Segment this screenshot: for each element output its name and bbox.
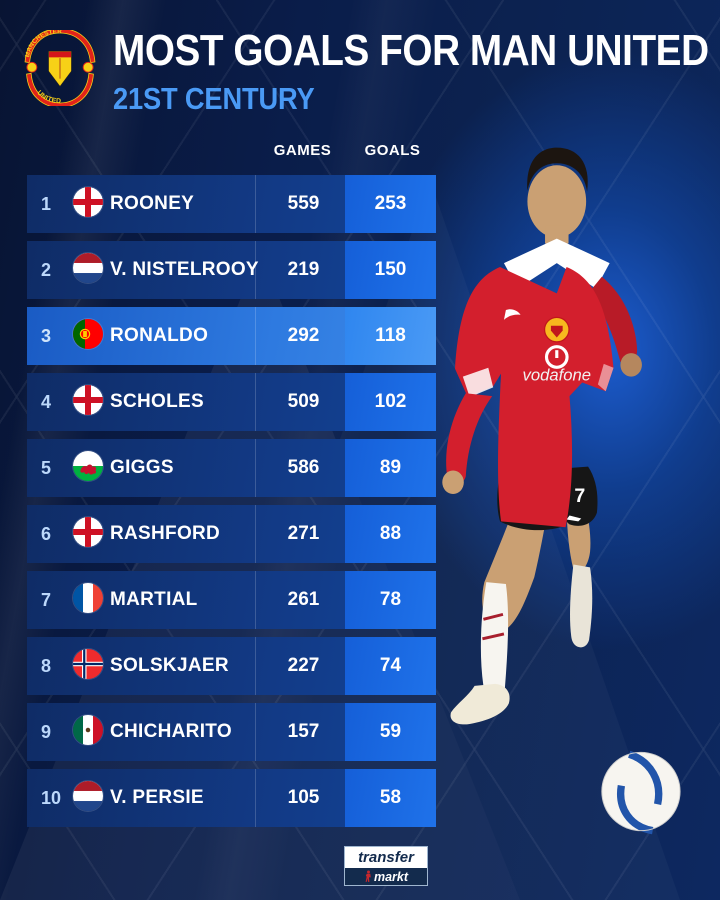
svg-text:UNITED: UNITED [35, 89, 61, 105]
svg-text:7: 7 [574, 485, 585, 507]
svg-text:vodafone: vodafone [523, 366, 591, 385]
